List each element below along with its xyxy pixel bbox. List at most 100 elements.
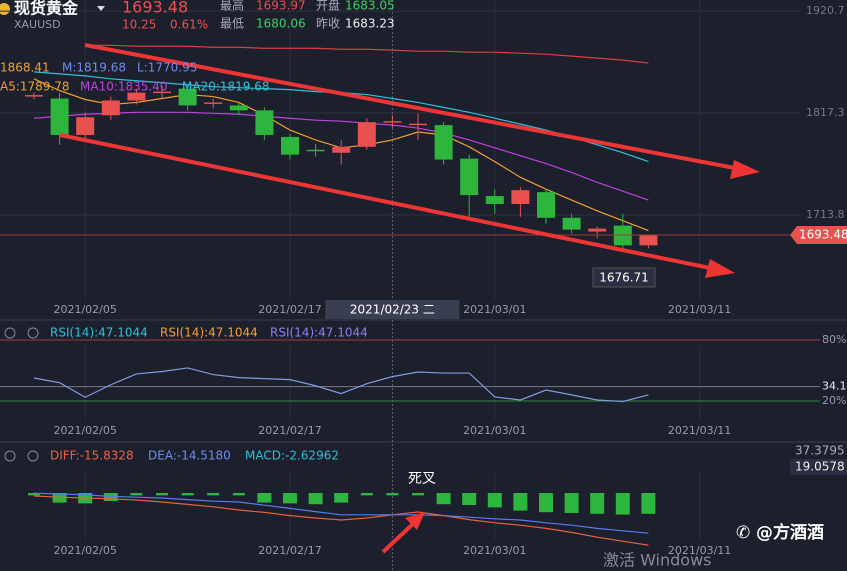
ma-line	[85, 44, 649, 64]
settings-icon[interactable]	[4, 450, 39, 462]
macd-bar	[308, 493, 323, 505]
macd-bar	[28, 493, 40, 496]
value: 1683.05	[345, 0, 395, 13]
candle-body	[255, 110, 274, 135]
macd-bar	[487, 493, 502, 508]
candle-body	[50, 98, 69, 135]
y-tick-label: 1817.3	[806, 106, 845, 119]
y-tick-label: 1920.7	[806, 4, 845, 17]
crosshair-date: 2021/02/23 二	[350, 303, 435, 317]
macd-bar	[513, 493, 528, 511]
macd-bar	[360, 493, 373, 496]
x-tick-label: 2021/02/05	[53, 303, 116, 316]
y-tick-label: 80%	[822, 333, 846, 346]
low-marker: 1676.71	[599, 271, 649, 285]
rsi-label: RSI(14):47.1044	[160, 326, 258, 340]
rsi-label: RSI(14):47.1044	[50, 326, 148, 340]
macd-bar	[207, 493, 220, 496]
diff-line	[33, 495, 649, 546]
macd-bar	[156, 493, 168, 496]
macd-bar	[412, 493, 424, 496]
x-tick-label: 2021/03/11	[668, 544, 731, 557]
ma-line	[33, 111, 649, 201]
macd-label: MACD:-2.62962	[245, 449, 339, 463]
change-pct: 0.61%	[170, 18, 208, 32]
candle-body	[383, 121, 402, 123]
brand: @方酒酒	[756, 522, 824, 543]
legend: MA10:1835.40	[80, 80, 168, 94]
candle-body	[178, 88, 197, 106]
x-tick-label: 2021/02/05	[53, 544, 116, 557]
legend: M:1819.68	[62, 61, 126, 75]
macd-bar	[462, 493, 477, 505]
symbol: XAUUSD	[14, 18, 61, 31]
axis-label: 37.3795	[795, 444, 845, 458]
candle-body	[639, 235, 658, 246]
dea-line	[33, 492, 649, 534]
legend: L:1770.95	[137, 61, 197, 75]
rsi-line	[33, 367, 649, 403]
label: 最高	[220, 0, 244, 13]
macd-label: DIFF:-15.8328	[50, 449, 134, 463]
x-tick-label: 2021/03/11	[668, 424, 731, 437]
macd-bar	[386, 493, 399, 496]
change: 10.25	[122, 18, 156, 32]
low-box	[592, 267, 656, 288]
macd-bar	[334, 493, 349, 503]
macd-bar	[436, 493, 451, 505]
value: 1683.23	[345, 17, 395, 31]
x-tick-label: 2021/03/01	[463, 544, 526, 557]
macd-bar	[283, 493, 297, 504]
watermark: 激活 Windows	[603, 551, 712, 570]
legend: 1868.41	[0, 61, 50, 75]
candle-body	[101, 100, 120, 116]
annotation: 死叉	[408, 471, 436, 487]
y-tick-label: 34.1176	[822, 380, 847, 393]
candle-body	[25, 95, 43, 97]
macd-bar	[615, 493, 630, 515]
macd-bar	[257, 493, 272, 503]
macd-bar	[641, 493, 656, 514]
candle-body	[306, 149, 325, 152]
y-tick-label: 1713.8	[806, 208, 845, 221]
trend-arrows	[59, 43, 760, 554]
label: 开盘	[316, 0, 340, 13]
axis-label: 19.0578	[795, 460, 845, 474]
dropdown-arrow[interactable]	[97, 6, 105, 11]
macd-bar	[590, 493, 605, 514]
brand-icon: ✆	[736, 523, 750, 543]
x-tick-label: 2021/02/17	[258, 544, 321, 557]
label: 昨收	[316, 17, 340, 31]
candle-body	[127, 92, 146, 101]
value-tag	[790, 459, 847, 475]
candle-body	[588, 228, 607, 232]
value: 1680.06	[256, 17, 306, 31]
candle-body	[357, 122, 376, 147]
macd-label: DEA:-14.5180	[148, 449, 231, 463]
macd-bar	[181, 493, 194, 496]
candle-body	[434, 125, 453, 160]
candle-body	[332, 146, 351, 153]
candle-body	[562, 217, 581, 230]
candle-body	[153, 91, 171, 94]
legend: A5:1789.78	[0, 80, 70, 94]
y-tick-label: 20%	[822, 394, 846, 407]
instrument-name: 现货黄金	[14, 0, 79, 18]
candle-body	[204, 102, 223, 104]
candle-body	[409, 123, 427, 126]
macd-bar	[539, 493, 553, 513]
macd-bar	[130, 493, 143, 496]
price-tag-label: 1693.48	[799, 228, 847, 242]
legend: MA20:1819.68	[182, 80, 270, 94]
price-tag	[790, 226, 847, 245]
rsi-label: RSI(14):47.1044	[270, 326, 368, 340]
label: 最低	[220, 17, 244, 31]
x-tick-label: 2021/02/05	[53, 424, 116, 437]
settings-icon[interactable]	[4, 327, 39, 339]
x-tick-label: 2021/03/01	[463, 424, 526, 437]
x-tick-label: 2021/02/17	[258, 303, 321, 316]
gold-icon	[0, 3, 10, 15]
candle-body	[76, 117, 95, 135]
